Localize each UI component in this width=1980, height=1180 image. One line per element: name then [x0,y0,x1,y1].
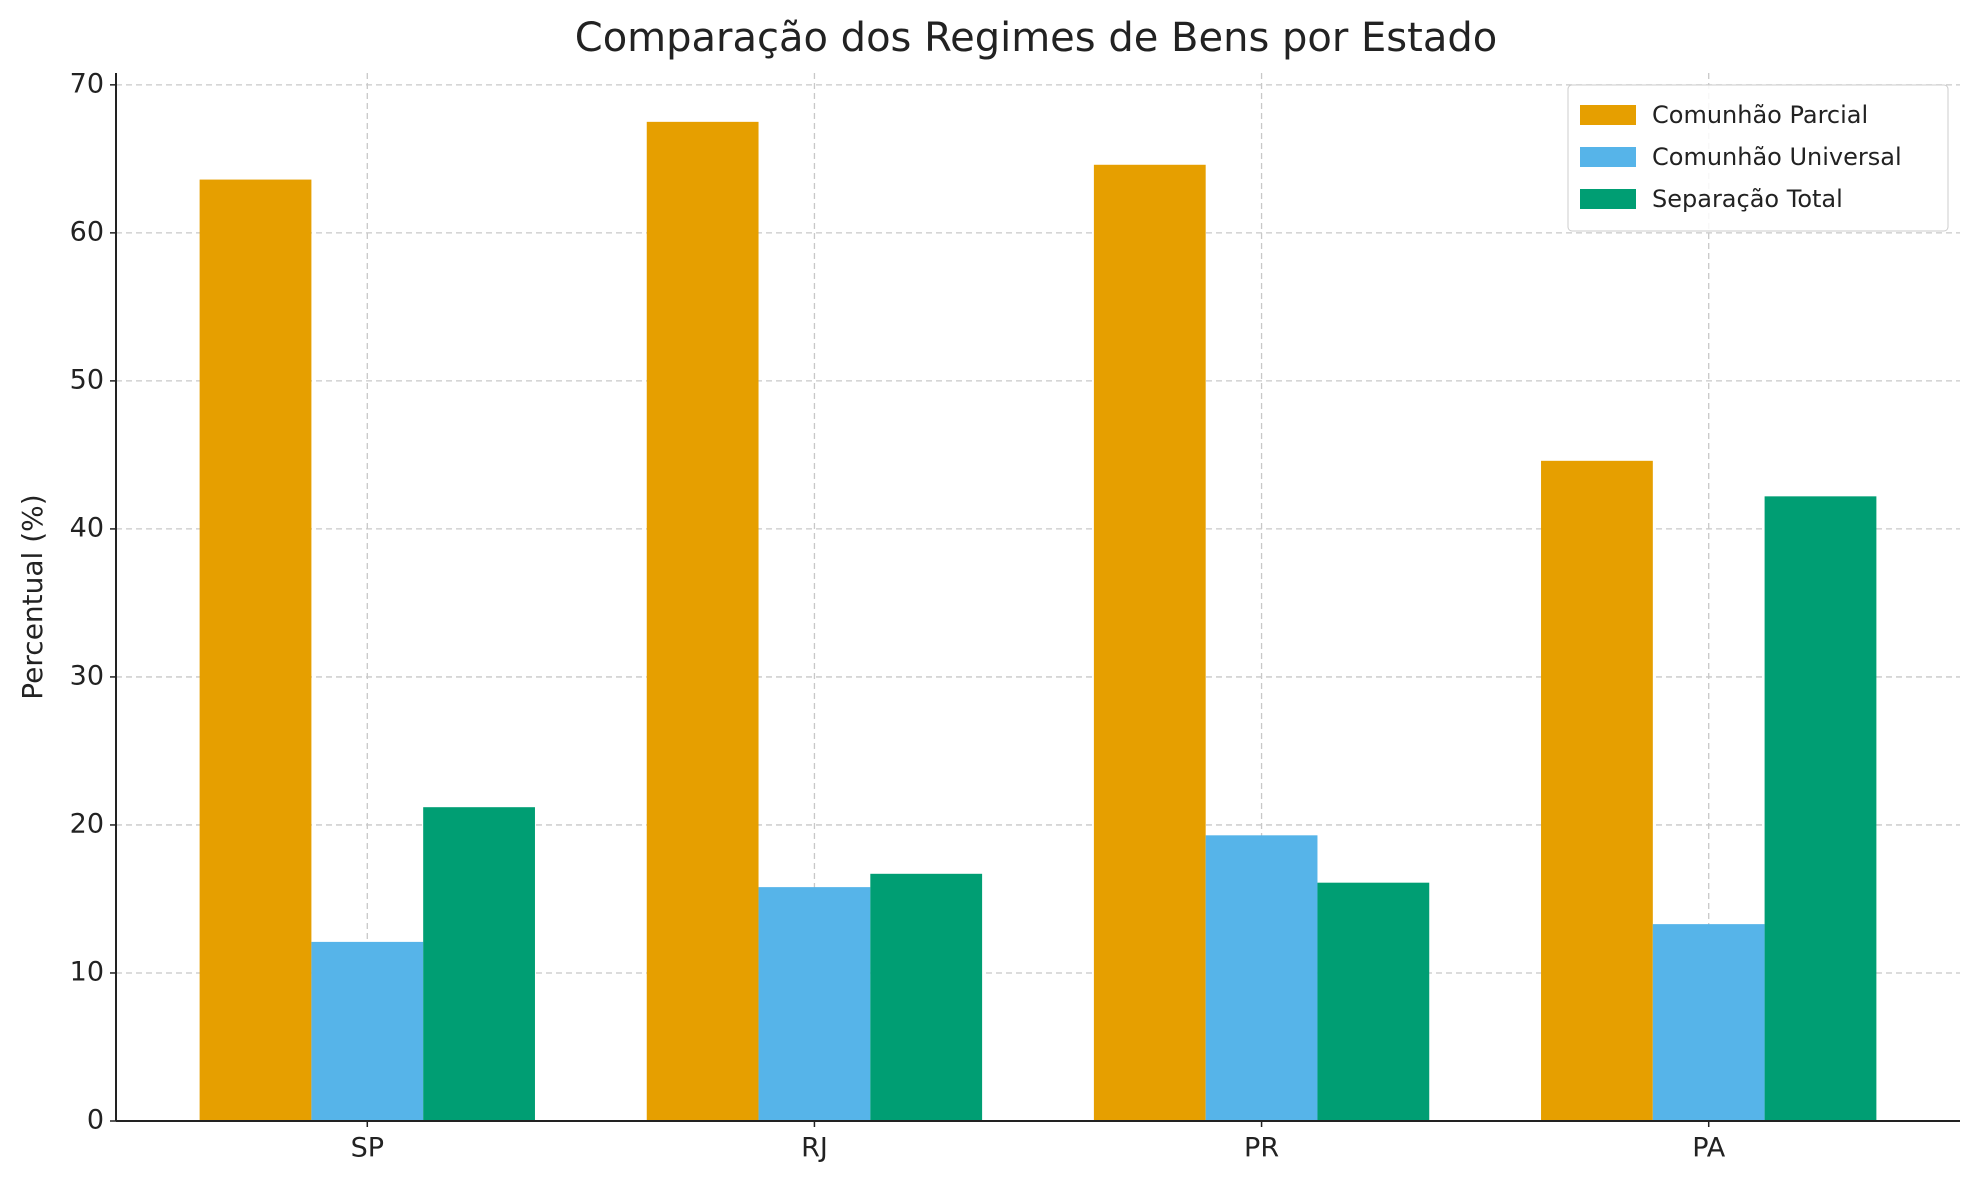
chart-title: Comparação dos Regimes de Bens por Estad… [575,15,1497,61]
x-tick-label: PR [1244,1133,1279,1164]
y-tick-label: 40 [70,512,104,543]
legend-swatch [1580,105,1636,125]
bar [199,179,312,1121]
y-tick-label: 60 [70,216,104,247]
y-tick-label: 50 [70,364,104,395]
legend-label: Comunhão Universal [1652,143,1902,171]
x-tick-label: SP [351,1133,384,1164]
bar [1764,496,1877,1122]
legend-label: Separação Total [1652,185,1843,213]
bar [1652,924,1765,1121]
y-axis-label: Percentual (%) [16,494,49,699]
y-tick-label: 0 [87,1105,104,1136]
bar [1205,835,1318,1121]
bar [870,873,983,1121]
legend-swatch [1580,189,1636,209]
bar [1093,164,1206,1121]
y-tick-label: 70 [70,68,104,99]
bar [1541,460,1653,1121]
bar [646,121,759,1121]
x-tick-label: PA [1692,1133,1726,1164]
legend-swatch [1580,147,1636,167]
bar [758,887,871,1121]
y-tick-label: 30 [70,660,104,691]
bar [423,807,535,1121]
legend: Comunhão Parcial Comunhão Universal Separa… [1567,84,1949,232]
y-tick-label: 10 [70,956,104,987]
bar [1317,882,1430,1121]
legend-frame [1567,84,1949,232]
x-tick-label: RJ [801,1133,828,1164]
legend-label: Comunhão Parcial [1652,101,1868,129]
bar [311,941,424,1121]
y-tick-label: 20 [70,808,104,839]
